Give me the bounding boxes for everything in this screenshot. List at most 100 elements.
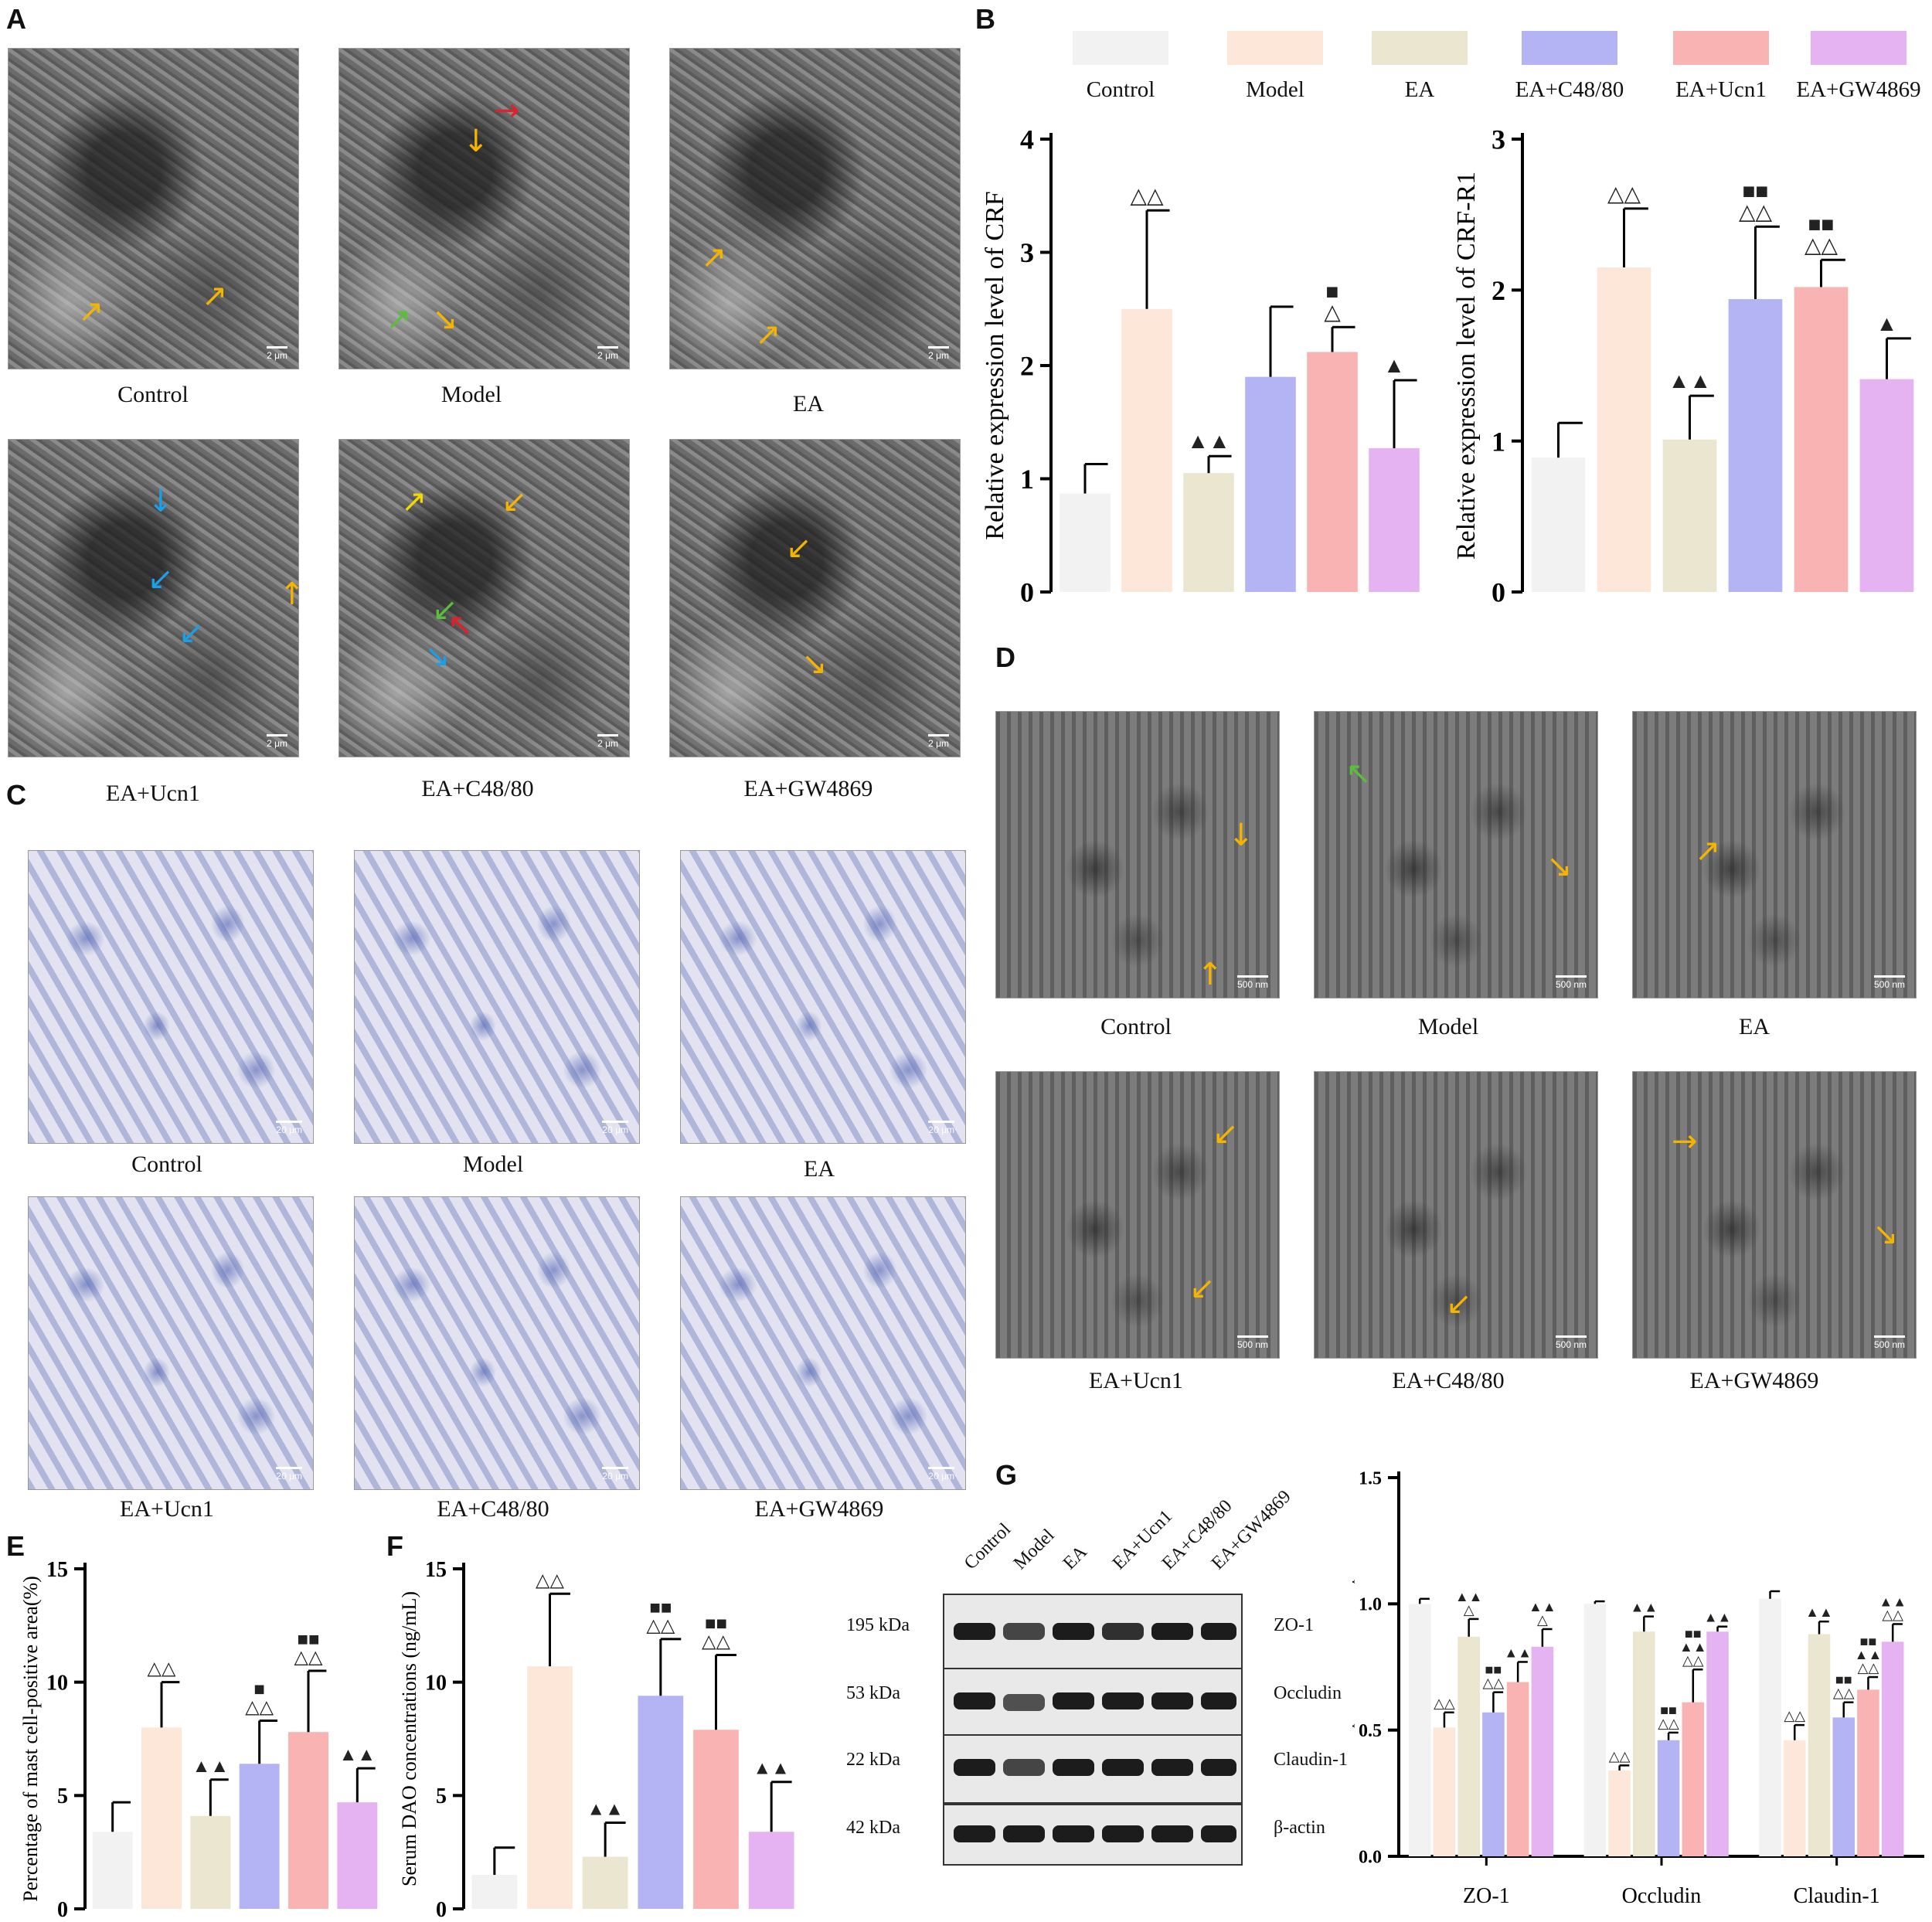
- lane-label-model: Model: [1009, 1525, 1059, 1574]
- significance-marker: △△: [1739, 200, 1773, 224]
- legend-item-ea-gw4869: EA+GW4869: [1785, 31, 1932, 103]
- y-tick-label: 0: [1020, 577, 1034, 608]
- y-axis-label: Relative expression levels of TJ protein…: [1352, 1529, 1355, 1805]
- caption-c-model: Model: [462, 1151, 524, 1177]
- legend-item-ea-ucn1: EA+Ucn1: [1655, 31, 1787, 103]
- blot-band: [1102, 1759, 1144, 1776]
- bar: [638, 1696, 684, 1909]
- significance-marker: ▲▲: [1668, 369, 1711, 393]
- bar: [1662, 439, 1717, 592]
- significance-marker: ■: [253, 1680, 265, 1700]
- tem-image-control: ↗ ↗ 2 μm: [8, 48, 299, 369]
- significance-marker: △△: [1784, 1708, 1805, 1723]
- blot-band: [1201, 1623, 1236, 1640]
- scale-bar: 500 nm: [1873, 1335, 1905, 1350]
- significance-marker: △△: [1658, 1716, 1679, 1731]
- caption-d-model: Model: [1417, 1014, 1479, 1039]
- legend-item-control: Control: [1055, 31, 1186, 103]
- legend-item-model: Model: [1209, 31, 1341, 103]
- y-tick-label: 2: [1492, 275, 1505, 306]
- caption-a-model: Model: [440, 382, 502, 407]
- ihc-image-ea-c48-80: 20 μm: [354, 1196, 640, 1490]
- significance-marker: ▲▲: [339, 1745, 376, 1765]
- blot-band: [1201, 1692, 1236, 1709]
- blot-band: [954, 1759, 995, 1776]
- bar: [1531, 1646, 1554, 1856]
- significance-marker: ■■: [1860, 1634, 1877, 1649]
- significance-marker: ■: [1326, 281, 1339, 304]
- y-tick-label: 0: [1492, 577, 1505, 608]
- caption-a-ea-c48-80: EA+C48/80: [421, 776, 534, 801]
- y-tick-label: 3: [1492, 124, 1505, 155]
- panel-label-e: E: [6, 1530, 26, 1562]
- scale-bar: 2 μm: [267, 734, 287, 749]
- scale-bar: 20 μm: [276, 1467, 302, 1481]
- bar: [527, 1666, 573, 1909]
- significance-marker: ▲▲: [1879, 1594, 1906, 1609]
- significance-marker: ■■: [1808, 213, 1835, 237]
- y-tick-label: 10: [425, 1671, 447, 1695]
- caption-a-ea: EA: [793, 391, 824, 417]
- y-tick-label: 1: [1492, 426, 1505, 457]
- tem-image-ea-c48-80: ↗ ↙ ↙ ↘ ↖ 2 μm: [338, 439, 630, 757]
- bar: [1657, 1740, 1680, 1856]
- significance-marker: ■■: [1660, 1703, 1677, 1718]
- scale-bar: 500 nm: [1555, 1335, 1587, 1350]
- significance-marker: △△: [1483, 1675, 1505, 1691]
- y-tick-label: 0: [57, 1898, 68, 1922]
- bar: [337, 1802, 378, 1909]
- bar: [1682, 1702, 1705, 1856]
- significance-marker: ▲▲: [1187, 430, 1230, 454]
- y-tick-label: 15: [425, 1558, 447, 1582]
- bar: [748, 1832, 794, 1909]
- tem-tj-image-control: ↓ ↑ 500 nm: [995, 711, 1280, 998]
- bar: [1458, 1636, 1480, 1856]
- bar: [1832, 1717, 1855, 1856]
- y-tick-label: 15: [46, 1558, 68, 1582]
- significance-marker: △△: [1833, 1686, 1855, 1701]
- scale-bar: 2 μm: [597, 734, 618, 749]
- y-axis-label: Relative expression level of CRF: [981, 191, 1009, 539]
- significance-marker: △△: [245, 1698, 274, 1718]
- legend-label: EA+Ucn1: [1675, 77, 1767, 102]
- bar: [1245, 376, 1296, 592]
- y-axis-label: Relative expression level of CRF-R1: [1452, 172, 1481, 560]
- y-tick-label: 0.5: [1359, 1721, 1382, 1741]
- scale-bar: 500 nm: [1873, 975, 1905, 990]
- significance-marker: ■■: [705, 1614, 727, 1635]
- legend-swatch: [1811, 31, 1906, 65]
- bar: [1183, 473, 1234, 592]
- scale-bar: 2 μm: [928, 346, 949, 361]
- significance-marker: ■■: [298, 1630, 320, 1650]
- caption-c-ea-gw4869: EA+GW4869: [754, 1496, 884, 1522]
- legend-item-ea: EA: [1354, 31, 1485, 103]
- tem-image-ea-gw4869: ↙ ↘ 2 μm: [669, 439, 961, 757]
- significance-marker: ▲▲: [192, 1757, 230, 1777]
- legend-label: EA+GW4869: [1796, 77, 1921, 102]
- bar: [1759, 1598, 1781, 1856]
- significance-marker: △: [1537, 1612, 1548, 1628]
- panel-label-d: D: [995, 641, 1015, 673]
- bar: [1783, 1740, 1806, 1856]
- bar: [1859, 379, 1914, 592]
- bar: [1408, 1604, 1431, 1856]
- y-axis-label: Serum DAO concentrations (ng/mL): [398, 1591, 420, 1886]
- blot-band: [1003, 1759, 1045, 1776]
- panel-label-b: B: [975, 3, 995, 35]
- legend-label: EA+C48/80: [1515, 77, 1624, 102]
- scale-bar: 20 μm: [928, 1121, 954, 1135]
- panel-label-c: C: [6, 779, 26, 811]
- lane-label-control: Control: [960, 1519, 1015, 1574]
- bar: [1307, 352, 1358, 592]
- blot-band: [954, 1623, 995, 1640]
- legend-label: EA: [1404, 77, 1435, 102]
- bar: [141, 1727, 182, 1909]
- bar: [471, 1875, 518, 1909]
- bar: [1633, 1631, 1655, 1856]
- tem-tj-image-ea: ↗ 500 nm: [1632, 711, 1917, 998]
- blot-band: [1201, 1759, 1236, 1776]
- ihc-image-ea-gw4869: 20 μm: [680, 1196, 966, 1490]
- scale-bar: 2 μm: [928, 734, 949, 749]
- significance-marker: ▲▲: [1855, 1647, 1883, 1662]
